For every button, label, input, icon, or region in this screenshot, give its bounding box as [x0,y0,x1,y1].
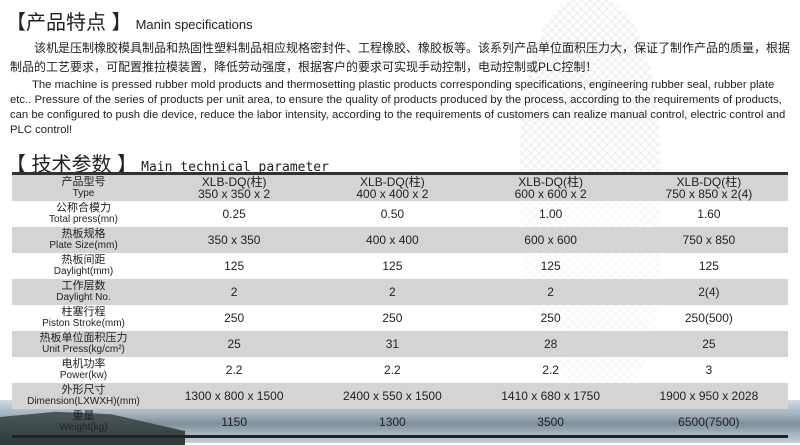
table-cell: XLB-DQ(柱) 350 x 350 x 2 [155,173,314,201]
table-cell: XLB-DQ(柱) 400 x 400 x 2 [313,173,472,201]
table-cell: 2 [313,279,472,305]
table-cell: 125 [629,253,788,279]
table-cell: 2 [155,279,314,305]
table-cell: XLB-DQ(柱) 750 x 850 x 2(4) [629,173,788,201]
table-cell: 1410 x 680 x 1750 [471,383,630,409]
table-cell: 125 [313,253,472,279]
features-title-en: Manin specifications [135,17,253,32]
table-row: 热板间距 Daylight(mm) 125 125 125 125 [12,253,788,279]
row-label-en: Type [72,188,95,199]
table-cell: 1150 [221,415,248,429]
row-label: 热板单位面积压力 Unit Press(kg/cm²) [12,331,155,357]
table-cell: 125 [471,253,630,279]
row-label: 热板规格 Plate Size(mm) [12,227,155,253]
table-cell: 1900 x 950 x 2028 [629,383,788,409]
table-row: 产品型号 Type XLB-DQ(柱) 350 x 350 x 2 XLB-DQ(柱)… [12,173,788,201]
row-label-cn: 柱塞行程 [61,306,106,318]
table-row: 柱塞行程 Piston Stroke(mm) 250 250 250 250(500) [12,305,788,331]
table-cell: 1.60 [629,201,788,227]
table-cell: 1.00 [471,201,630,227]
table-row: 公称合模力 Total press(mn) 0.25 0.50 1.00 1.60 [12,201,788,227]
table-cell: 6500(7500) [678,415,740,429]
table-cell: 2400 x 550 x 1500 [313,383,472,409]
row-label-cn: 热板间距 [61,254,106,266]
table-cell: 2.2 [155,357,314,383]
table-cell: 1300 x 800 x 1500 [155,383,314,409]
table-cell: 25 [629,331,788,357]
row-label: 柱塞行程 Piston Stroke(mm) [12,305,155,331]
row-label-cn: 热板规格 [61,228,106,240]
table-cell: 250 [471,305,630,331]
table-cell: 350 x 350 [155,227,314,253]
params-heading: 【 技术参数 】 Main technical parameter [6,148,329,177]
row-label-cn: 重量 [72,410,95,422]
row-label-en: Piston Stroke(mm) [42,318,125,329]
table-cell: 1300 [379,415,406,429]
row-label: 工作层数 Daylight No. [12,279,155,305]
row-label: 外形尺寸 Dimension(LXWXH)(mm) [12,383,155,409]
table-row: 外形尺寸 Dimension(LXWXH)(mm) 1300 x 800 x 150… [12,383,788,409]
table-cell: 0.25 [155,201,314,227]
row-label-en: Power(kw) [59,370,108,381]
table-row: 工作层数 Daylight No. 2 2 2 2(4) [12,279,788,305]
row-label-en: Unit Press(kg/cm²) [42,344,125,355]
row-label: 重量 Weight(kg) [12,409,155,437]
row-label-cn: 工作层数 [61,280,106,292]
spec-table: 产品型号 Type XLB-DQ(柱) 350 x 350 x 2 XLB-DQ(柱)… [12,172,788,438]
table-cell: 2.2 [313,357,472,383]
features-heading: 【产品特点 】 Manin specifications [6,6,253,35]
row-label: 热板间距 Daylight(mm) [12,253,155,279]
features-paragraph-cn: 该机是压制橡胶模具制品和热固性塑料制品相应规格密封件、工程橡胶、橡胶板等。该系列… [10,41,791,74]
table-cell: 3500 [537,415,564,429]
table-cell: 250(500) [629,305,788,331]
row-label: 电机功率 Power(kw) [12,357,155,383]
features-paragraph-en: The machine is pressed rubber mold produ… [10,79,786,136]
row-label-en: Daylight No. [56,292,111,303]
row-label-en: Dimension(LXWXH)(mm) [27,396,140,407]
row-label-cn: 热板单位面积压力 [39,332,128,344]
row-label: 公称合模力 Total press(mn) [12,201,155,227]
params-title-cn: 【 技术参数 】 [6,154,138,176]
row-label-cn: 外形尺寸 [61,384,106,396]
table-cell: 2.2 [471,357,630,383]
table-cell: 125 [155,253,314,279]
row-label-cn: 产品型号 [61,176,106,188]
row-label-cn: 公称合模力 [56,202,111,214]
table-cell: 250 [313,305,472,331]
row-label-cn: 电机功率 [61,358,106,370]
table-cell: 3 [629,357,788,383]
table-row: 电机功率 Power(kw) 2.2 2.2 2.2 3 [12,357,788,383]
table-cell: 2 [471,279,630,305]
row-label-en: Plate Size(mm) [49,240,118,251]
row-label-en: Total press(mn) [49,214,118,225]
row-label-en: Weight(kg) [59,422,108,433]
table-cell: 31 [313,331,472,357]
table-cell: 750 x 850 [629,227,788,253]
table-cell: XLB-DQ(柱) 600 x 600 x 2 [471,173,630,201]
table-cell: 2(4) [629,279,788,305]
params-title-en: Main technical parameter [141,160,329,175]
row-label: 产品型号 Type [12,173,155,201]
table-cell: 25 [155,331,314,357]
features-title-cn: 【产品特点 】 [6,12,132,34]
table-cell: 400 x 400 [313,227,472,253]
row-label-en: Daylight(mm) [53,266,114,277]
table-row: 热板单位面积压力 Unit Press(kg/cm²) 25 31 28 25 [12,331,788,357]
table-row: 热板规格 Plate Size(mm) 350 x 350 400 x 400 600 … [12,227,788,253]
table-row: 重量 Weight(kg) 1150 1300 3500 6500(7500) [12,409,788,437]
table-cell: 0.50 [313,201,472,227]
table-cell: 28 [471,331,630,357]
table-cell: 600 x 600 [471,227,630,253]
table-cell: 250 [155,305,314,331]
